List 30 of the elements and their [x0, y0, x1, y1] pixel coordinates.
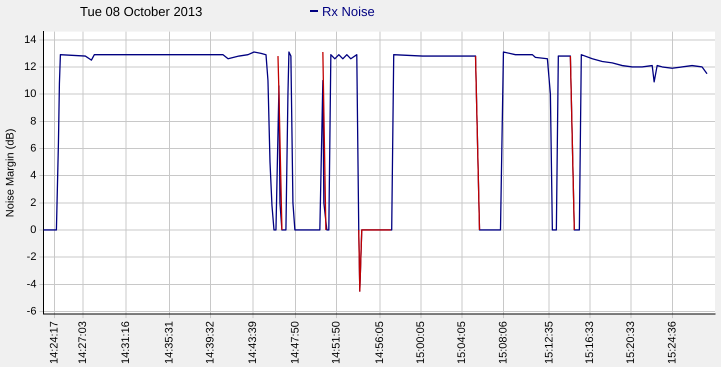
x-tick-label: 15:16:33 — [584, 321, 596, 364]
y-tick-label: 0 — [30, 224, 36, 236]
y-tick-label: 4 — [30, 170, 36, 182]
x-tick-label: 15:08:06 — [497, 321, 510, 364]
x-tick-label: 14:31:16 — [120, 321, 132, 364]
x-tick-label: 14:24:17 — [48, 321, 60, 364]
x-tick-label: 14:39:32 — [204, 321, 217, 364]
y-tick-label: -6 — [26, 305, 36, 318]
legend-label: Rx Noise — [322, 4, 375, 18]
x-tick-label: 14:35:31 — [164, 321, 176, 364]
x-tick-label: 15:24:36 — [666, 321, 678, 364]
y-tick-label: -2 — [26, 251, 36, 264]
x-tick-label: 14:51:50 — [330, 321, 343, 364]
y-tick-label: 12 — [24, 60, 36, 73]
x-tick-label: 15:20:33 — [624, 321, 637, 364]
y-tick-label: 8 — [30, 115, 36, 128]
x-tick-label: 14:27:03 — [76, 321, 89, 364]
y-tick-label: 6 — [30, 142, 36, 154]
y-tick-label: 10 — [24, 88, 36, 100]
x-tick-label: 14:56:05 — [374, 321, 386, 364]
chart-title: Tue 08 October 2013 — [80, 4, 204, 18]
x-tick-label: 15:04:05 — [456, 321, 468, 364]
y-axis-title: Noise Margin (dB) — [4, 128, 17, 218]
y-tick-label: 14 — [24, 34, 36, 46]
y-tick-label: -4 — [26, 278, 36, 290]
y-tick-label: 2 — [30, 196, 36, 209]
x-tick-label: 15:12:35 — [543, 321, 556, 364]
x-tick-label: 15:00:05 — [415, 321, 428, 364]
x-tick-label: 14:47:50 — [290, 321, 302, 364]
x-tick-label: 14:43:39 — [246, 321, 259, 364]
